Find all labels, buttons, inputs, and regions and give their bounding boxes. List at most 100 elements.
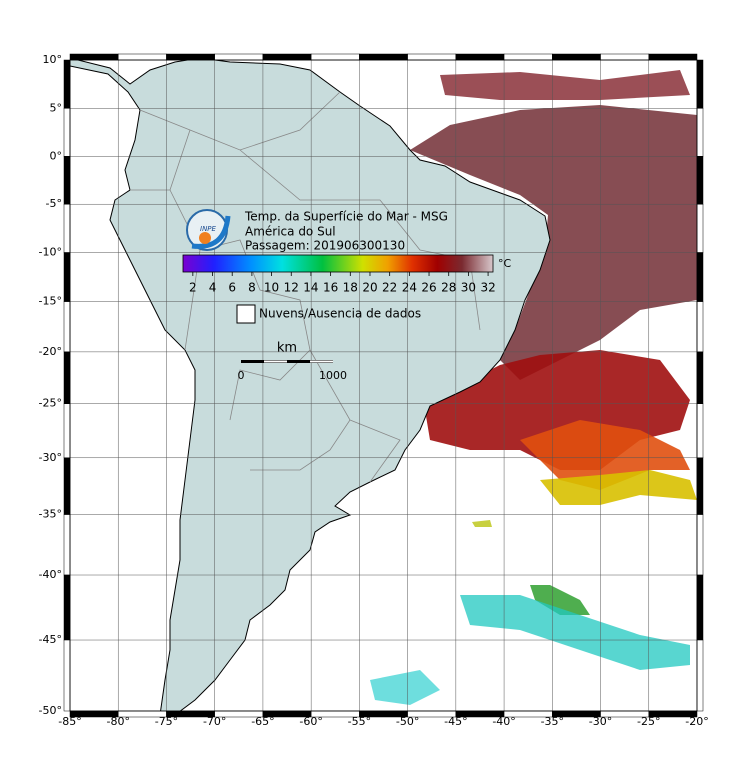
frame-segment bbox=[503, 53, 553, 61]
sst-yellow bbox=[540, 470, 697, 505]
lat-tick-label: -45° bbox=[39, 633, 62, 646]
lat-tick-label: 5° bbox=[50, 101, 63, 114]
logo-arc bbox=[191, 215, 231, 249]
lat-tick-label: -50° bbox=[39, 704, 62, 717]
scale-unit: km bbox=[277, 341, 297, 356]
colorbar-unit: °C bbox=[498, 257, 512, 270]
legend-title: Temp. da Superfície do Mar - MSG bbox=[244, 210, 448, 224]
frame-segment bbox=[600, 53, 650, 61]
frame-segment bbox=[696, 403, 704, 459]
frame-segment bbox=[696, 203, 704, 253]
lon-tick-label: -55° bbox=[348, 715, 371, 728]
frame-segment bbox=[407, 53, 457, 61]
frame-segment bbox=[696, 252, 704, 302]
lon-tick-label: -40° bbox=[492, 715, 515, 728]
frame-border bbox=[69, 59, 698, 712]
colorbar-tick-label: 22 bbox=[382, 281, 397, 295]
lat-tick-label: -15° bbox=[39, 295, 62, 308]
frame-segment bbox=[262, 53, 312, 61]
lat-tick-label: -35° bbox=[39, 508, 62, 521]
frame-segment bbox=[63, 514, 71, 576]
frame-segment bbox=[696, 457, 704, 515]
legend-region: América do Sul bbox=[245, 225, 336, 239]
lat-tick-label: 10° bbox=[43, 53, 63, 66]
logo-text: INPE bbox=[200, 225, 217, 233]
colorbar-tick-label: 6 bbox=[228, 281, 236, 295]
frame-segment bbox=[63, 156, 71, 205]
scale-bar-segment bbox=[310, 360, 333, 363]
sst-orange bbox=[520, 420, 690, 490]
frame-segment bbox=[552, 53, 601, 61]
lat-tick-label: -25° bbox=[39, 397, 62, 410]
colorbar-tick-label: 8 bbox=[248, 281, 256, 295]
colorbar-tick-label: 10 bbox=[264, 281, 279, 295]
frame-segment bbox=[696, 514, 704, 576]
lon-tick-label: -70° bbox=[203, 715, 226, 728]
frame-segment bbox=[359, 53, 408, 61]
scale-start: 0 bbox=[238, 369, 245, 382]
lat-tick-label: -40° bbox=[39, 568, 62, 581]
sst-warm-north bbox=[410, 105, 697, 380]
frame-segment bbox=[63, 574, 71, 641]
colorbar-ticks: 2 4 6 8 10 12 14 16 18 20 22 24 26 28 30 32 bbox=[189, 272, 496, 295]
frame-segment bbox=[696, 108, 704, 157]
colorbar bbox=[182, 254, 494, 273]
frame-segment bbox=[63, 108, 71, 157]
legend-pass: Passagem: 201906300130 bbox=[245, 239, 405, 253]
lat-tick-label: 0° bbox=[50, 149, 63, 162]
frame bbox=[63, 53, 704, 718]
frame-segment bbox=[696, 59, 704, 109]
lon-tick-label: -20° bbox=[685, 715, 708, 728]
scale-bar-segment bbox=[264, 360, 287, 363]
tick-labels: -85° -80° -75° -70° -65° -60° -55° -50° -45° -40°… bbox=[39, 53, 709, 728]
sst-cyan-small bbox=[370, 670, 440, 705]
colorbar-tick-label: 4 bbox=[209, 281, 217, 295]
frame-segment bbox=[455, 53, 505, 61]
colorbar-tick-label: 18 bbox=[343, 281, 358, 295]
lon-tick-label: -25° bbox=[637, 715, 660, 728]
frame-segment bbox=[63, 457, 71, 515]
sst-green bbox=[530, 585, 590, 615]
frame-segment bbox=[63, 252, 71, 302]
colorbar-tick-label: 16 bbox=[323, 281, 338, 295]
no-data-swatch bbox=[236, 304, 256, 324]
frame-segment bbox=[63, 301, 71, 353]
sst-yellow-small bbox=[472, 520, 492, 527]
frame-segment bbox=[63, 639, 71, 712]
frame-segment bbox=[696, 351, 704, 404]
lon-tick-label: -65° bbox=[251, 715, 274, 728]
frame-segment bbox=[69, 53, 119, 61]
lon-tick-label: -30° bbox=[589, 715, 612, 728]
frame-segment bbox=[696, 639, 704, 712]
colorbar-tick-label: 14 bbox=[303, 281, 318, 295]
sst-warm-north-top bbox=[440, 70, 690, 100]
legend: INPE Temp. da Superfície do Mar - MSG Am… bbox=[182, 209, 512, 382]
lon-tick-label: -60° bbox=[299, 715, 322, 728]
map-body bbox=[70, 60, 697, 711]
colorbar-tick-label: 12 bbox=[284, 281, 299, 295]
no-data-label: Nuvens/Ausencia de dados bbox=[259, 307, 421, 321]
frame-segment bbox=[117, 53, 167, 61]
colorbar-tick-label: 26 bbox=[421, 281, 436, 295]
lon-tick-label: -75° bbox=[155, 715, 178, 728]
frame-segment bbox=[648, 53, 698, 61]
frame-segment bbox=[63, 203, 71, 253]
frame-segment bbox=[63, 351, 71, 404]
colorbar-tick-label: 32 bbox=[480, 281, 495, 295]
lon-tick-label: -45° bbox=[444, 715, 467, 728]
lat-tick-label: -30° bbox=[39, 451, 62, 464]
colorbar-tick-label: 24 bbox=[402, 281, 417, 295]
frame-segment bbox=[696, 301, 704, 353]
frame-segment bbox=[63, 403, 71, 459]
sst-cyan bbox=[460, 595, 690, 670]
country-borders bbox=[130, 91, 481, 483]
colorbar-tick-label: 28 bbox=[441, 281, 456, 295]
lon-tick-label: -50° bbox=[396, 715, 419, 728]
frame-segment bbox=[214, 53, 264, 61]
frame-segment bbox=[696, 574, 704, 641]
frame-segment bbox=[696, 156, 704, 205]
scale-end: 1000 bbox=[319, 369, 347, 382]
frame-segment bbox=[310, 53, 360, 61]
logo-dot bbox=[199, 232, 211, 244]
